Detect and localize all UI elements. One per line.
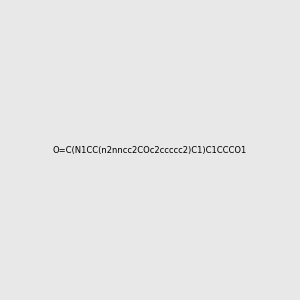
Text: O=C(N1CC(n2nncc2COc2ccccc2)C1)C1CCCO1: O=C(N1CC(n2nncc2COc2ccccc2)C1)C1CCCO1: [53, 146, 247, 154]
